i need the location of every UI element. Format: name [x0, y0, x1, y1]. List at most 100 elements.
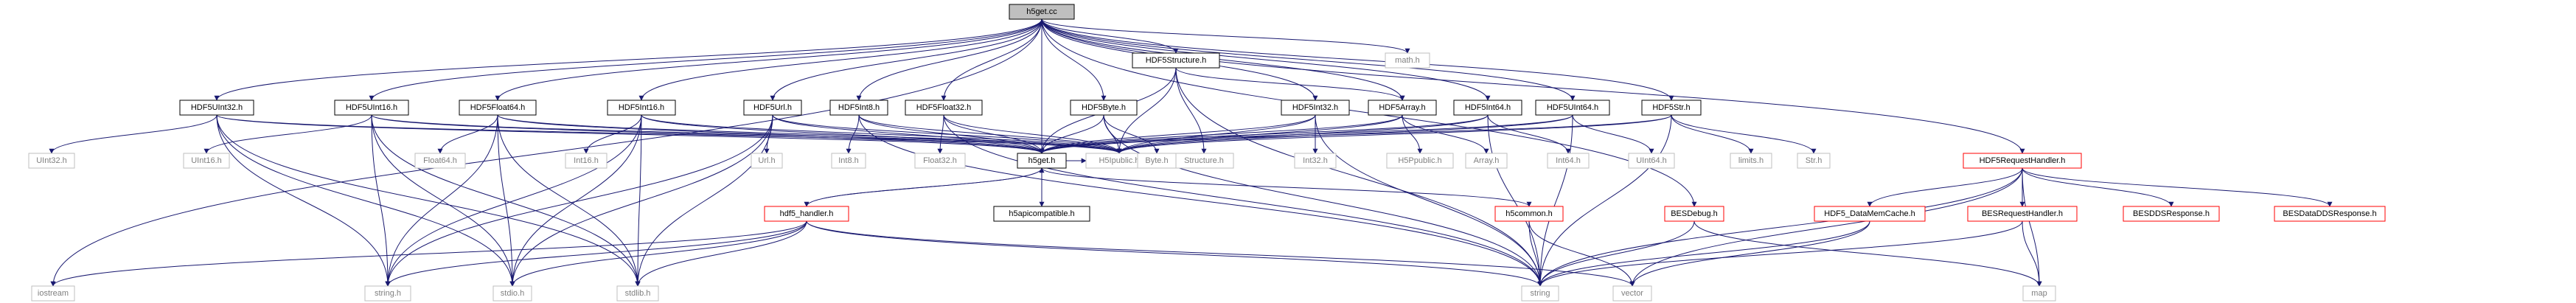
- edge-hdf5_handler_h-to-stdio_h: [509, 220, 807, 287]
- edge-HDF5RequestHandler_h-to-map: [2022, 167, 2042, 287]
- edge-hdf5_handler_h-to-iostream: [50, 220, 807, 287]
- node-box: [28, 153, 75, 169]
- node-box: [1967, 206, 2078, 222]
- node-box: [1628, 153, 1675, 169]
- node-stdio-h: stdio.h: [492, 285, 532, 302]
- node-box: [914, 153, 966, 169]
- node-label: UInt64.h: [1636, 156, 1667, 165]
- edge-HDF5_DataMemCache_h-to-string: [1537, 220, 1870, 287]
- node-float32-h: Float32.h: [914, 153, 966, 169]
- edge-HDF5Str_h-to-Str_h: [1671, 114, 1817, 154]
- edge-hdf5_handler_h-to-string_h: [385, 220, 807, 287]
- node-label: H5Ipublic.h: [1099, 156, 1139, 165]
- node-box: [183, 153, 230, 169]
- edge-h5common_h-to-string: [1528, 220, 1543, 287]
- node-limits-h: limits.h: [1730, 153, 1772, 169]
- node-besrequesthandler-h[interactable]: BESRequestHandler.h: [1967, 206, 2078, 222]
- node-hdf5url-h[interactable]: HDF5Url.h: [743, 100, 802, 116]
- node-byte-h: Byte.h: [1137, 153, 1177, 169]
- nodes-layer: h5get.cc iostream HDF5UInt32.h HDF5UInt16.h…: [28, 4, 2386, 302]
- edge-HDF5UInt64_h-to-h5get_h: [1039, 114, 1573, 154]
- node-label: BESDataDDSResponse.h: [2283, 209, 2376, 218]
- node-label: HDF5UInt32.h: [191, 103, 243, 112]
- node-vector: vector: [1612, 285, 1652, 302]
- edge-HDF5Str_h-to-limits_h: [1671, 114, 1754, 154]
- node-hdf5uint16-h[interactable]: HDF5UInt16.h: [334, 100, 409, 116]
- node-hdf5float64-h[interactable]: HDF5Float64.h: [459, 100, 537, 116]
- node-label: stdio.h: [501, 289, 524, 298]
- node-label: HDF5UInt64.h: [1547, 103, 1598, 112]
- node-h5get-cc[interactable]: h5get.cc: [1009, 4, 1075, 20]
- node-label: stdlib.h: [625, 289, 651, 298]
- node-hdf5float32-h[interactable]: HDF5Float32.h: [905, 100, 983, 116]
- edge-hdf5_handler_h-to-vector: [806, 220, 1635, 287]
- node-hdf5int8-h[interactable]: HDF5Int8.h: [829, 100, 888, 116]
- node-label: HDF5Str.h: [1652, 103, 1690, 112]
- edge-HDF5UInt16_h-to-string_h: [371, 114, 391, 287]
- node-hdf5-handler-h[interactable]: hdf5_handler.h: [764, 206, 849, 222]
- edge-h5get_cc-to-HDF5Str_h: [1041, 18, 1674, 101]
- edge-HDF5Float64_h-to-stdio_h: [497, 114, 515, 287]
- node-box: [1963, 153, 2082, 169]
- node-besdataddsresponse-h[interactable]: BESDataDDSResponse.h: [2274, 206, 2386, 222]
- node-h5apicompatible-h[interactable]: h5apicompatible.h: [993, 206, 1090, 222]
- edge-HDF5Int16_h-to-Int16_h: [583, 114, 642, 154]
- node-box: [2123, 206, 2220, 222]
- node-hdf5int32-h[interactable]: HDF5Int32.h: [1281, 100, 1350, 116]
- node-h5common-h[interactable]: h5common.h: [1494, 206, 1564, 222]
- node-box: [414, 153, 466, 169]
- edge-HDF5UInt32_h-to-HDF5CFUtil_h: [216, 114, 1122, 154]
- node-besdebug-h[interactable]: BESDebug.h: [1664, 206, 1724, 222]
- edge-HDF5Int16_h-to-stdio_h: [509, 114, 642, 287]
- node-hdf5-datamemcache-h[interactable]: HDF5_DataMemCache.h: [1814, 206, 1926, 222]
- node-int64-h: Int64.h: [1547, 153, 1590, 169]
- node-box: [334, 100, 409, 116]
- node-label: map: [2031, 289, 2047, 298]
- edge-h5get_cc-to-HDF5Int16_h: [638, 18, 1042, 101]
- node-int16-h: Int16.h: [565, 153, 608, 169]
- edge-HDF5Int64_h-to-string: [1487, 114, 1543, 287]
- node-label: HDF5UInt16.h: [346, 103, 397, 112]
- node-box: [1386, 153, 1454, 169]
- node-label: h5get.h: [1028, 156, 1056, 165]
- edge-HDF5RequestHandler_h-to-vector: [1629, 167, 2023, 287]
- node-int32-h: Int32.h: [1294, 153, 1337, 169]
- node-hdf5int64-h[interactable]: HDF5Int64.h: [1453, 100, 1522, 116]
- node-box: [459, 100, 537, 116]
- node-label: HDF5RequestHandler.h: [1980, 156, 2066, 165]
- edge-hdf5_handler_h-to-h5get_h: [806, 167, 1045, 207]
- edge-HDF5Float32_h-to-string: [943, 114, 1543, 287]
- node-hdf5cfutil-h: H5Ipublic.h: [1085, 153, 1153, 169]
- node-h5get-h[interactable]: h5get.h: [1017, 153, 1067, 169]
- edge-HDF5Array_h-to-H5Ppublic_h: [1402, 114, 1423, 154]
- node-hdf5byte-h[interactable]: HDF5Byte.h: [1070, 100, 1138, 116]
- edge-HDF5Float64_h-to-Float64_h: [437, 114, 498, 154]
- edge-BESRequestHandler_h-to-map: [2022, 220, 2042, 287]
- node-box: [1612, 285, 1652, 302]
- node-hdf5requesthandler-h[interactable]: HDF5RequestHandler.h: [1963, 153, 2082, 169]
- node-hdf5uint64-h[interactable]: HDF5UInt64.h: [1535, 100, 1610, 116]
- node-hdf5array-h[interactable]: HDF5Array.h: [1368, 100, 1437, 116]
- node-hdf5structure-h[interactable]: HDF5Structure.h: [1132, 52, 1220, 69]
- edge-HDF5Byte_h-to-h5get_h: [1039, 114, 1104, 154]
- node-uint32-h: UInt32.h: [28, 153, 75, 169]
- node-box: [1017, 153, 1067, 169]
- edge-h5get_cc-to-HDF5Url_h: [770, 18, 1042, 101]
- node-label: BESRequestHandler.h: [1982, 209, 2063, 218]
- edge-HDF5Array_h-to-Array_h: [1402, 114, 1489, 154]
- node-hdf5str-h[interactable]: HDF5Str.h: [1641, 100, 1702, 116]
- node-label: h5common.h: [1505, 209, 1553, 218]
- node-box: [1814, 206, 1926, 222]
- edge-HDF5UInt32_h-to-UInt32_h: [49, 114, 217, 154]
- node-label: Byte.h: [1145, 156, 1168, 165]
- edge-HDF5Int8_h-to-HDF5CFUtil_h: [858, 114, 1122, 154]
- edge-HDF5Int32_h-to-string: [1315, 114, 1543, 287]
- node-box: [1137, 153, 1177, 169]
- edge-HDF5RequestHandler_h-to-HDF5_DataMemCache_h: [1867, 167, 2023, 207]
- node-besddsresponse-h[interactable]: BESDDSResponse.h: [2123, 206, 2220, 222]
- edge-h5get_cc-to-HDF5UInt64_h: [1041, 18, 1576, 101]
- node-label: HDF5Int64.h: [1465, 103, 1511, 112]
- edge-h5get_cc-to-math_h: [1041, 18, 1410, 54]
- node-hdf5uint32-h[interactable]: HDF5UInt32.h: [179, 100, 254, 116]
- node-hdf5int16-h[interactable]: HDF5Int16.h: [607, 100, 676, 116]
